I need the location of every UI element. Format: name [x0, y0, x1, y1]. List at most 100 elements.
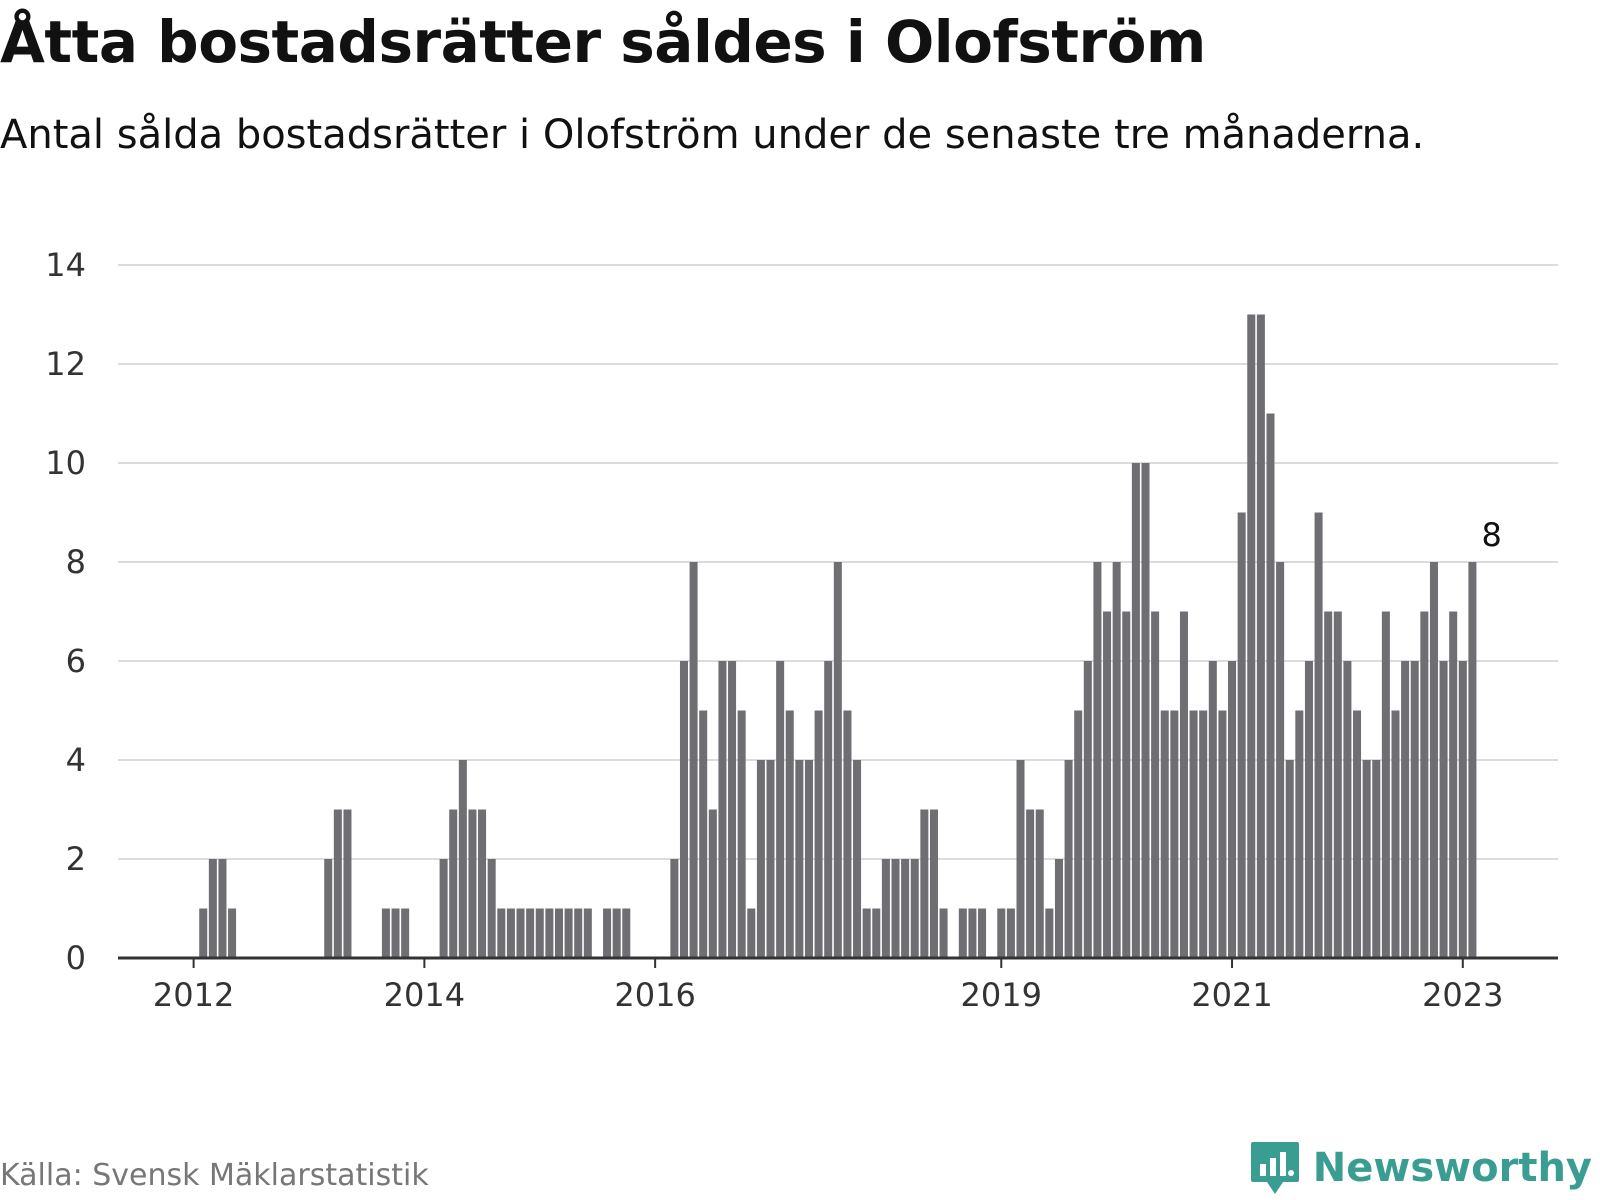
bar: [381, 908, 390, 958]
bar: [1179, 611, 1188, 958]
bar: [824, 661, 833, 958]
bar: [1035, 809, 1044, 958]
bar: [1458, 661, 1467, 958]
bar: [1362, 760, 1371, 958]
y-tick-label: 8: [66, 543, 86, 581]
bar: [1429, 562, 1438, 958]
bar: [785, 710, 794, 958]
bar: [324, 859, 333, 958]
bar: [1218, 710, 1227, 958]
bar: [554, 908, 563, 958]
bar: [853, 760, 862, 958]
x-axis: 2012 2014 2016 2019 2021 2023: [118, 956, 1558, 1014]
x-tick-label: 2019: [961, 976, 1042, 1014]
y-tick-label: 6: [66, 642, 86, 680]
bar: [776, 661, 785, 958]
bar: [1324, 611, 1333, 958]
bar: [1045, 908, 1054, 958]
bar: [1285, 760, 1294, 958]
y-tick-label: 2: [66, 840, 86, 878]
bar: [1151, 611, 1160, 958]
bar: [929, 809, 938, 958]
bar: [506, 908, 515, 958]
bar: [670, 859, 679, 958]
bar: [1391, 710, 1400, 958]
brand-logo[interactable]: Newsworthy: [1249, 1140, 1592, 1196]
bar: [1256, 314, 1265, 958]
bar: [458, 760, 467, 958]
newsworthy-logo-icon: [1250, 1142, 1299, 1194]
bar: [1401, 661, 1410, 958]
bar: [862, 908, 871, 958]
bar: [1131, 463, 1140, 958]
bar: [391, 908, 400, 958]
bar: [1228, 661, 1237, 958]
bar: [814, 710, 823, 958]
data-labels: 8: [1481, 516, 1501, 554]
bar: [218, 859, 227, 958]
bar: [333, 809, 342, 958]
bar: [516, 908, 525, 958]
bar: [737, 710, 746, 958]
bar: [718, 661, 727, 958]
bar: [939, 908, 948, 958]
x-tick-label: 2016: [614, 976, 695, 1014]
bar: [910, 859, 919, 958]
bar: [1353, 710, 1362, 958]
bar-chart: 0 2 4 6 8 10 12 14 2012 2014 2016 2019 2021 2023 8: [45, 246, 1558, 1014]
bar: [766, 760, 775, 958]
bar: [478, 809, 487, 958]
bar: [699, 710, 708, 958]
bar: [343, 809, 352, 958]
chart-subtitle: Antal sålda bostadsrätter i Olofström un…: [0, 112, 1425, 158]
bar: [708, 809, 717, 958]
bar: [1439, 661, 1448, 958]
x-tick-label: 2014: [384, 976, 465, 1014]
bar: [901, 859, 910, 958]
bar: [997, 908, 1006, 958]
x-tick-label: 2021: [1191, 976, 1272, 1014]
bar: [1304, 661, 1313, 958]
bar: [881, 859, 890, 958]
bar: [487, 859, 496, 958]
bar: [1266, 413, 1275, 958]
chart-title: Åtta bostadsrätter såldes i Olofström: [0, 8, 1206, 76]
bar: [747, 908, 756, 958]
bar: [1016, 760, 1025, 958]
bar: [468, 809, 477, 958]
bar: [1074, 710, 1083, 958]
bar: [1083, 661, 1092, 958]
bar: [439, 859, 448, 958]
bar: [208, 859, 217, 958]
bar: [795, 760, 804, 958]
bar: [1314, 512, 1323, 958]
bar: [804, 760, 813, 958]
bar: [1295, 710, 1304, 958]
bar: [622, 908, 631, 958]
bar: [728, 661, 737, 958]
bar: [401, 908, 410, 958]
y-tick-label: 12: [45, 345, 86, 383]
bar: [603, 908, 612, 958]
bar: [1006, 908, 1015, 958]
bar: [756, 760, 765, 958]
bar: [1093, 562, 1102, 958]
bar: [612, 908, 621, 958]
bar: [1054, 859, 1063, 958]
bar: [920, 809, 929, 958]
bar: [1064, 760, 1073, 958]
bar: [1170, 710, 1179, 958]
bar: [449, 809, 458, 958]
bar: [679, 661, 688, 958]
bar: [228, 908, 237, 958]
bar: [1160, 710, 1169, 958]
bar: [1420, 611, 1429, 958]
bar: [1208, 661, 1217, 958]
bar: [574, 908, 583, 958]
bar: [583, 908, 592, 958]
bar: [1026, 809, 1035, 958]
bar: [1381, 611, 1390, 958]
y-tick-label: 4: [66, 741, 86, 779]
bar: [1276, 562, 1285, 958]
bar: [891, 859, 900, 958]
